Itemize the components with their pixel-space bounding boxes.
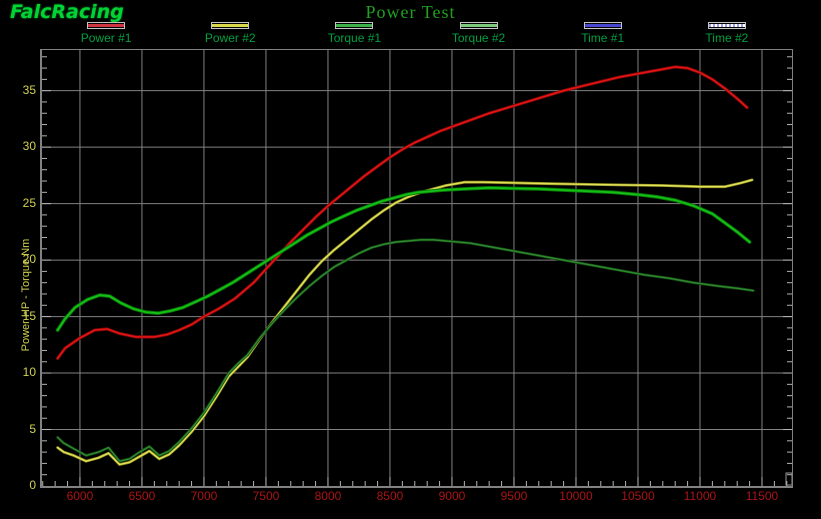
curve-power-1-core <box>56 66 748 360</box>
legend-swatch-line <box>212 24 249 27</box>
legend-swatch-line <box>460 24 497 27</box>
x-tick-label-11500: 11500 <box>745 489 779 503</box>
legend-swatch <box>583 22 622 29</box>
curve-torque-1-core <box>56 186 751 332</box>
curve-power-1-halo <box>56 65 749 360</box>
legend-item-power-2[interactable]: Power #2 <box>173 22 288 45</box>
legend-label: Time #1 <box>581 31 625 45</box>
x-tick-label-10500: 10500 <box>621 489 655 503</box>
curve-power-2-core <box>56 179 753 466</box>
legend-label: Power #1 <box>80 31 132 45</box>
legend-label: Torque #1 <box>327 31 382 45</box>
legend-swatch-line <box>708 24 745 27</box>
legend: Power #1 Power #2 Torque #1 Torque #2 Time #… <box>44 22 789 48</box>
x-tick-label-7500: 7500 <box>252 489 280 503</box>
chart-title: Power Test <box>365 2 456 22</box>
curve-power-2-halo <box>56 178 754 466</box>
y-tick-label-5: 5 <box>29 421 36 436</box>
falcracing-logo: FalcRacing <box>10 1 124 23</box>
y-tick-label-10: 10 <box>22 365 36 380</box>
legend-swatch-line <box>88 24 125 27</box>
legend-swatch-line <box>336 24 373 27</box>
curve-torque-2-core <box>56 239 754 462</box>
plot-area[interactable] <box>40 49 793 488</box>
curve-torque-2-halo <box>56 238 755 463</box>
y-tick-label-15: 15 <box>22 308 36 323</box>
x-tick-label-8000: 8000 <box>314 489 342 503</box>
legend-swatch <box>211 22 250 29</box>
legend-label: Power #2 <box>204 31 256 45</box>
x-tick-label-9500: 9500 <box>500 489 528 503</box>
x-tick-label-11000: 11000 <box>683 489 717 503</box>
y-tick-label-30: 30 <box>22 139 36 154</box>
x-tick-label-8500: 8500 <box>376 489 404 503</box>
y-tick-label-25: 25 <box>22 195 36 210</box>
y-axis-title: Power HP - Torque Nm <box>20 238 32 352</box>
legend-swatch <box>335 22 374 29</box>
legend-item-torque-1[interactable]: Torque #1 <box>297 22 412 45</box>
legend-item-power-1[interactable]: Power #1 <box>49 22 164 45</box>
legend-item-torque-2[interactable]: Torque #2 <box>421 22 536 45</box>
x-tick-label-7000: 7000 <box>190 489 218 503</box>
x-tick-label-10000: 10000 <box>559 489 593 503</box>
plot-svg <box>42 50 793 486</box>
legend-swatch <box>87 22 126 29</box>
y-tick-label-35: 35 <box>22 82 36 97</box>
y-tick-label-20: 20 <box>22 252 36 267</box>
curve-torque-1-halo <box>55 186 752 332</box>
x-tick-label-9000: 9000 <box>438 489 466 503</box>
x-tick-label-6500: 6500 <box>128 489 156 503</box>
legend-swatch <box>707 22 746 29</box>
y-tick-label-0: 0 <box>29 478 36 492</box>
x-tick-label-6000: 6000 <box>66 489 94 503</box>
legend-item-time-1[interactable]: Time #1 <box>545 22 660 45</box>
legend-swatch-line <box>584 24 621 27</box>
legend-swatch <box>459 22 498 29</box>
legend-item-time-2[interactable]: Time #2 <box>669 22 784 45</box>
legend-label: Torque #2 <box>451 31 506 45</box>
legend-label: Time #2 <box>705 31 749 45</box>
